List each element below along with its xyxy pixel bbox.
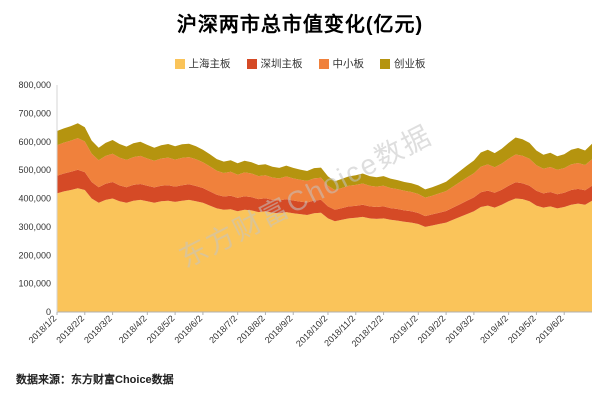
x-axis-label: 2019/1/2	[388, 313, 420, 345]
legend-swatch	[246, 58, 257, 69]
x-axis-label: 2019/3/2	[443, 313, 475, 345]
y-axis-label: 200,000	[18, 250, 51, 260]
area-series-1	[57, 188, 592, 312]
legend-item-4: 创业板	[380, 56, 426, 71]
legend-label: 深圳主板	[260, 58, 303, 70]
x-axis-label: 2018/9/2	[263, 313, 295, 345]
x-axis-label: 2018/1/2	[27, 313, 59, 345]
x-axis-label: 2018/6/2	[172, 313, 204, 345]
source-note: 数据来源：东方财富Choice数据	[16, 374, 174, 386]
legend-item-2: 深圳主板	[246, 56, 303, 71]
x-axis-label: 2019/2/2	[416, 313, 448, 345]
y-axis-label: 600,000	[18, 137, 51, 147]
y-axis-label: 100,000	[18, 279, 51, 289]
legend-swatch	[174, 58, 185, 69]
y-axis-label: 800,000	[18, 80, 51, 90]
y-axis-label: 400,000	[18, 194, 51, 204]
x-axis-label: 2019/6/2	[534, 313, 566, 345]
chart-legend: 上海主板 深圳主板 中小板 创业板	[0, 56, 600, 71]
legend-item-1: 上海主板	[174, 56, 231, 71]
area-series-4	[57, 123, 592, 198]
x-axis-label: 2018/5/2	[145, 313, 177, 345]
x-axis-label: 2018/2/2	[54, 313, 86, 345]
chart-title: 沪深两市总市值变化(亿元)	[176, 14, 424, 36]
area-series-2	[57, 169, 592, 227]
y-axis-label: 300,000	[18, 222, 51, 232]
legend-label: 创业板	[394, 58, 426, 70]
legend-label: 上海主板	[188, 58, 231, 70]
y-axis-label: 700,000	[18, 108, 51, 118]
legend-label: 中小板	[332, 58, 365, 70]
legend-swatch	[318, 58, 329, 69]
x-axis-label: 2019/5/2	[506, 313, 538, 345]
x-axis-label: 2018/4/2	[117, 313, 149, 345]
legend-item-3: 中小板	[318, 56, 365, 71]
y-axis-label: 500,000	[18, 165, 51, 175]
y-axis-label: 0	[46, 307, 51, 317]
area-series-3	[57, 138, 592, 217]
x-axis-label: 2018/7/2	[207, 313, 239, 345]
legend-swatch	[380, 58, 390, 69]
x-axis-label: 2019/4/2	[478, 313, 510, 345]
x-axis-label: 2018/3/2	[82, 313, 114, 345]
x-axis-label: 2018/8/2	[235, 313, 267, 345]
